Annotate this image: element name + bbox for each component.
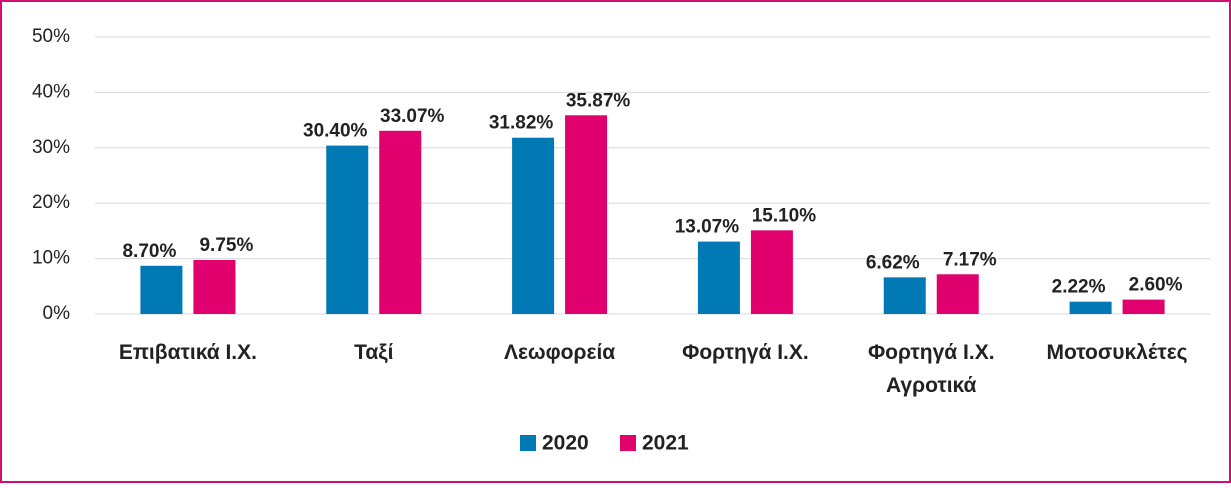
- value-label: 7.17%: [943, 249, 997, 270]
- value-label: 31.82%: [489, 113, 554, 134]
- x-tick-label: Μοτοσυκλέτες: [1046, 341, 1188, 364]
- x-tick-label: Φορτηγά Ι.Χ. Αγροτικά: [867, 341, 995, 397]
- bar: [697, 241, 740, 314]
- bar: [565, 115, 608, 314]
- x-tick-label-box: Επιβατικά Ι.Χ.: [118, 341, 257, 364]
- bar: [750, 230, 793, 314]
- value-label: 35.87%: [566, 90, 631, 111]
- value-label: 2.22%: [1052, 277, 1106, 298]
- value-label: 15.10%: [752, 205, 817, 226]
- y-tick-label: 20%: [32, 192, 70, 213]
- legend-label: 2020: [542, 432, 589, 455]
- bar: [326, 145, 369, 314]
- y-tick-label: 0%: [43, 303, 71, 324]
- y-tick-label: 30%: [32, 137, 70, 158]
- legend-swatch: [520, 435, 536, 451]
- value-label: 30.40%: [303, 121, 368, 142]
- x-tick-label: Επιβατικά Ι.Χ.: [118, 341, 257, 364]
- bar: [1069, 301, 1112, 314]
- x-tick-label-box: Λεωφορεία: [503, 341, 616, 364]
- x-tick-label: Φορτηγά Ι.Χ.: [682, 341, 809, 364]
- x-tick-label: Ταξί: [354, 341, 394, 364]
- y-tick-label: 40%: [32, 81, 70, 102]
- y-tick-label: 10%: [32, 248, 70, 269]
- bar: [379, 130, 422, 314]
- x-tick-label-box: Φορτηγά Ι.Χ.: [682, 341, 809, 364]
- value-label: 8.70%: [122, 241, 176, 262]
- bar: [193, 259, 236, 314]
- x-tick-label-box: Μοτοσυκλέτες: [1046, 341, 1188, 364]
- legend-label: 2021: [642, 432, 689, 455]
- x-tick-label: Λεωφορεία: [503, 341, 616, 364]
- bar: [883, 277, 926, 314]
- bar: [512, 137, 555, 314]
- value-label: 6.62%: [866, 252, 920, 273]
- bar: [936, 274, 979, 314]
- x-tick-label-box: Φορτηγά Ι.Χ. Αγροτικά: [867, 341, 995, 397]
- value-label: 2.60%: [1129, 275, 1183, 296]
- value-label: 33.07%: [380, 106, 445, 127]
- bar: [140, 265, 183, 314]
- value-label: 9.75%: [199, 235, 253, 256]
- value-label: 13.07%: [675, 217, 740, 238]
- legend-swatch: [620, 435, 636, 451]
- y-tick-label: 50%: [32, 26, 70, 47]
- bar: [1122, 299, 1165, 314]
- x-tick-label-box: Ταξί: [354, 341, 394, 364]
